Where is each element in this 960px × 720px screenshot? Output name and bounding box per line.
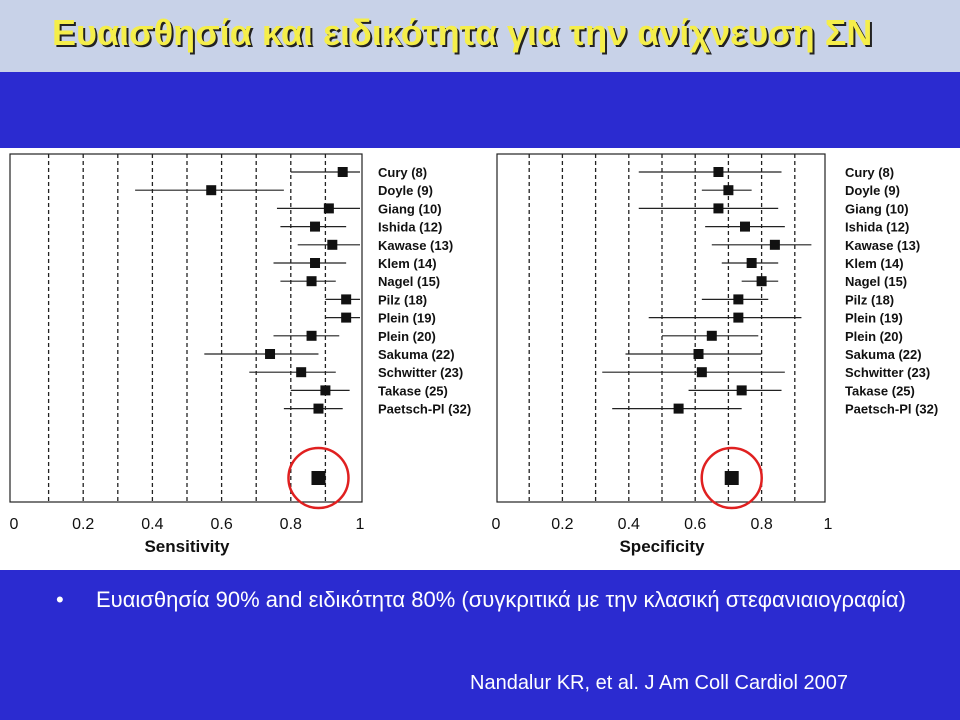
plot-area: Cury (8) Doyle (9) Giang (10) Ishida (12) Ka… bbox=[0, 148, 960, 570]
study-label: Kawase (13) bbox=[845, 238, 920, 253]
study-label: Giang (10) bbox=[845, 201, 909, 216]
highlight-circle bbox=[287, 446, 350, 510]
study-label: Doyle (9) bbox=[378, 183, 433, 198]
tick-label: 0.6 bbox=[210, 516, 232, 533]
study-point bbox=[206, 185, 217, 196]
forest-plots: Cury (8) Doyle (9) Giang (10) Ishida (12) Ka… bbox=[9, 153, 938, 556]
study-point bbox=[733, 294, 744, 305]
study-point bbox=[733, 312, 744, 323]
study-label: Kawase (13) bbox=[378, 238, 453, 253]
study-label: Takase (25) bbox=[845, 383, 915, 398]
study-point bbox=[740, 221, 750, 232]
study-label: Klem (14) bbox=[378, 256, 437, 271]
tick-label: 0.4 bbox=[618, 516, 640, 533]
tick-label: 0.2 bbox=[551, 516, 573, 533]
study-point bbox=[736, 385, 747, 396]
bullet-icon: • bbox=[56, 587, 64, 612]
study-label: Giang (10) bbox=[378, 201, 442, 216]
tick-label: 0.8 bbox=[280, 516, 302, 533]
study-label: Ishida (12) bbox=[845, 220, 909, 235]
study-label: Schwitter (23) bbox=[845, 365, 930, 380]
highlight-circle bbox=[700, 446, 763, 510]
study-label: Ishida (12) bbox=[378, 220, 442, 235]
study-point bbox=[306, 276, 317, 287]
tick-label: 0 bbox=[10, 516, 19, 533]
study-label: Pilz (18) bbox=[845, 292, 894, 307]
plot-frame bbox=[496, 153, 826, 503]
study-label: Klem (14) bbox=[845, 256, 904, 271]
study-label: Plein (20) bbox=[378, 329, 436, 344]
title-bar: Ευαισθησία και ειδικότητα για την ανίχνε… bbox=[0, 0, 960, 72]
study-point bbox=[341, 294, 352, 305]
study-point bbox=[320, 385, 331, 396]
study-label: Cury (8) bbox=[378, 165, 427, 180]
study-point bbox=[313, 403, 324, 414]
study-point bbox=[341, 312, 352, 323]
study-point bbox=[327, 239, 338, 250]
study-label: Plein (19) bbox=[378, 311, 436, 326]
citation: Nandalur KR, et al. J Am Coll Cardiol 20… bbox=[470, 672, 848, 694]
study-point bbox=[746, 258, 757, 268]
pooled-point bbox=[311, 471, 326, 485]
plot-frame bbox=[9, 153, 363, 503]
slide-title: Ευαισθησία και ειδικότητα για την ανίχνε… bbox=[52, 12, 873, 53]
tick-label: 0.6 bbox=[684, 516, 706, 533]
study-point bbox=[713, 203, 724, 214]
tick-label: 0.2 bbox=[72, 516, 94, 533]
study-point bbox=[696, 367, 707, 378]
sensitivity-panel: Cury (8) Doyle (9) Giang (10) Ishida (12) Ka… bbox=[9, 153, 471, 556]
study-label: Cury (8) bbox=[845, 165, 894, 180]
study-point bbox=[310, 258, 321, 268]
tick-label: 1 bbox=[824, 516, 833, 533]
tick-label: 0 bbox=[492, 516, 501, 533]
study-point bbox=[265, 349, 276, 359]
study-point bbox=[337, 167, 348, 177]
study-point bbox=[693, 349, 704, 359]
study-label: Paetsch-Pl (32) bbox=[378, 402, 471, 417]
study-label: Nagel (15) bbox=[378, 274, 440, 289]
study-point bbox=[296, 367, 307, 378]
study-label: Takase (25) bbox=[378, 383, 448, 398]
study-label: Schwitter (23) bbox=[378, 365, 463, 380]
specificity-panel: Cury (8) Doyle (9) Giang (10) Ishida (12) Ka… bbox=[492, 153, 938, 556]
study-point bbox=[769, 239, 780, 250]
study-point bbox=[673, 403, 684, 414]
study-label: Doyle (9) bbox=[845, 183, 900, 198]
axis-title: Sensitivity bbox=[144, 537, 230, 556]
study-point bbox=[713, 167, 724, 177]
study-point bbox=[310, 221, 321, 232]
study-point bbox=[323, 203, 334, 214]
study-label: Nagel (15) bbox=[845, 274, 907, 289]
study-label: Plein (19) bbox=[845, 311, 903, 326]
study-label: Sakuma (22) bbox=[378, 347, 455, 362]
study-label: Sakuma (22) bbox=[845, 347, 922, 362]
tick-label: 0.8 bbox=[750, 516, 772, 533]
study-point bbox=[756, 276, 767, 287]
axis-title: Specificity bbox=[619, 537, 705, 556]
bullet-text: Ευαισθησία 90% and ειδικότητα 80% (συγκρ… bbox=[96, 587, 906, 612]
study-label: Paetsch-Pl (32) bbox=[845, 402, 938, 417]
tick-label: 1 bbox=[356, 516, 365, 533]
study-label: Plein (20) bbox=[845, 329, 903, 344]
study-label: Pilz (18) bbox=[378, 292, 427, 307]
study-point bbox=[706, 330, 717, 341]
study-point bbox=[306, 330, 317, 341]
pooled-point bbox=[724, 471, 739, 485]
study-point bbox=[723, 185, 734, 196]
tick-label: 0.4 bbox=[141, 516, 163, 533]
